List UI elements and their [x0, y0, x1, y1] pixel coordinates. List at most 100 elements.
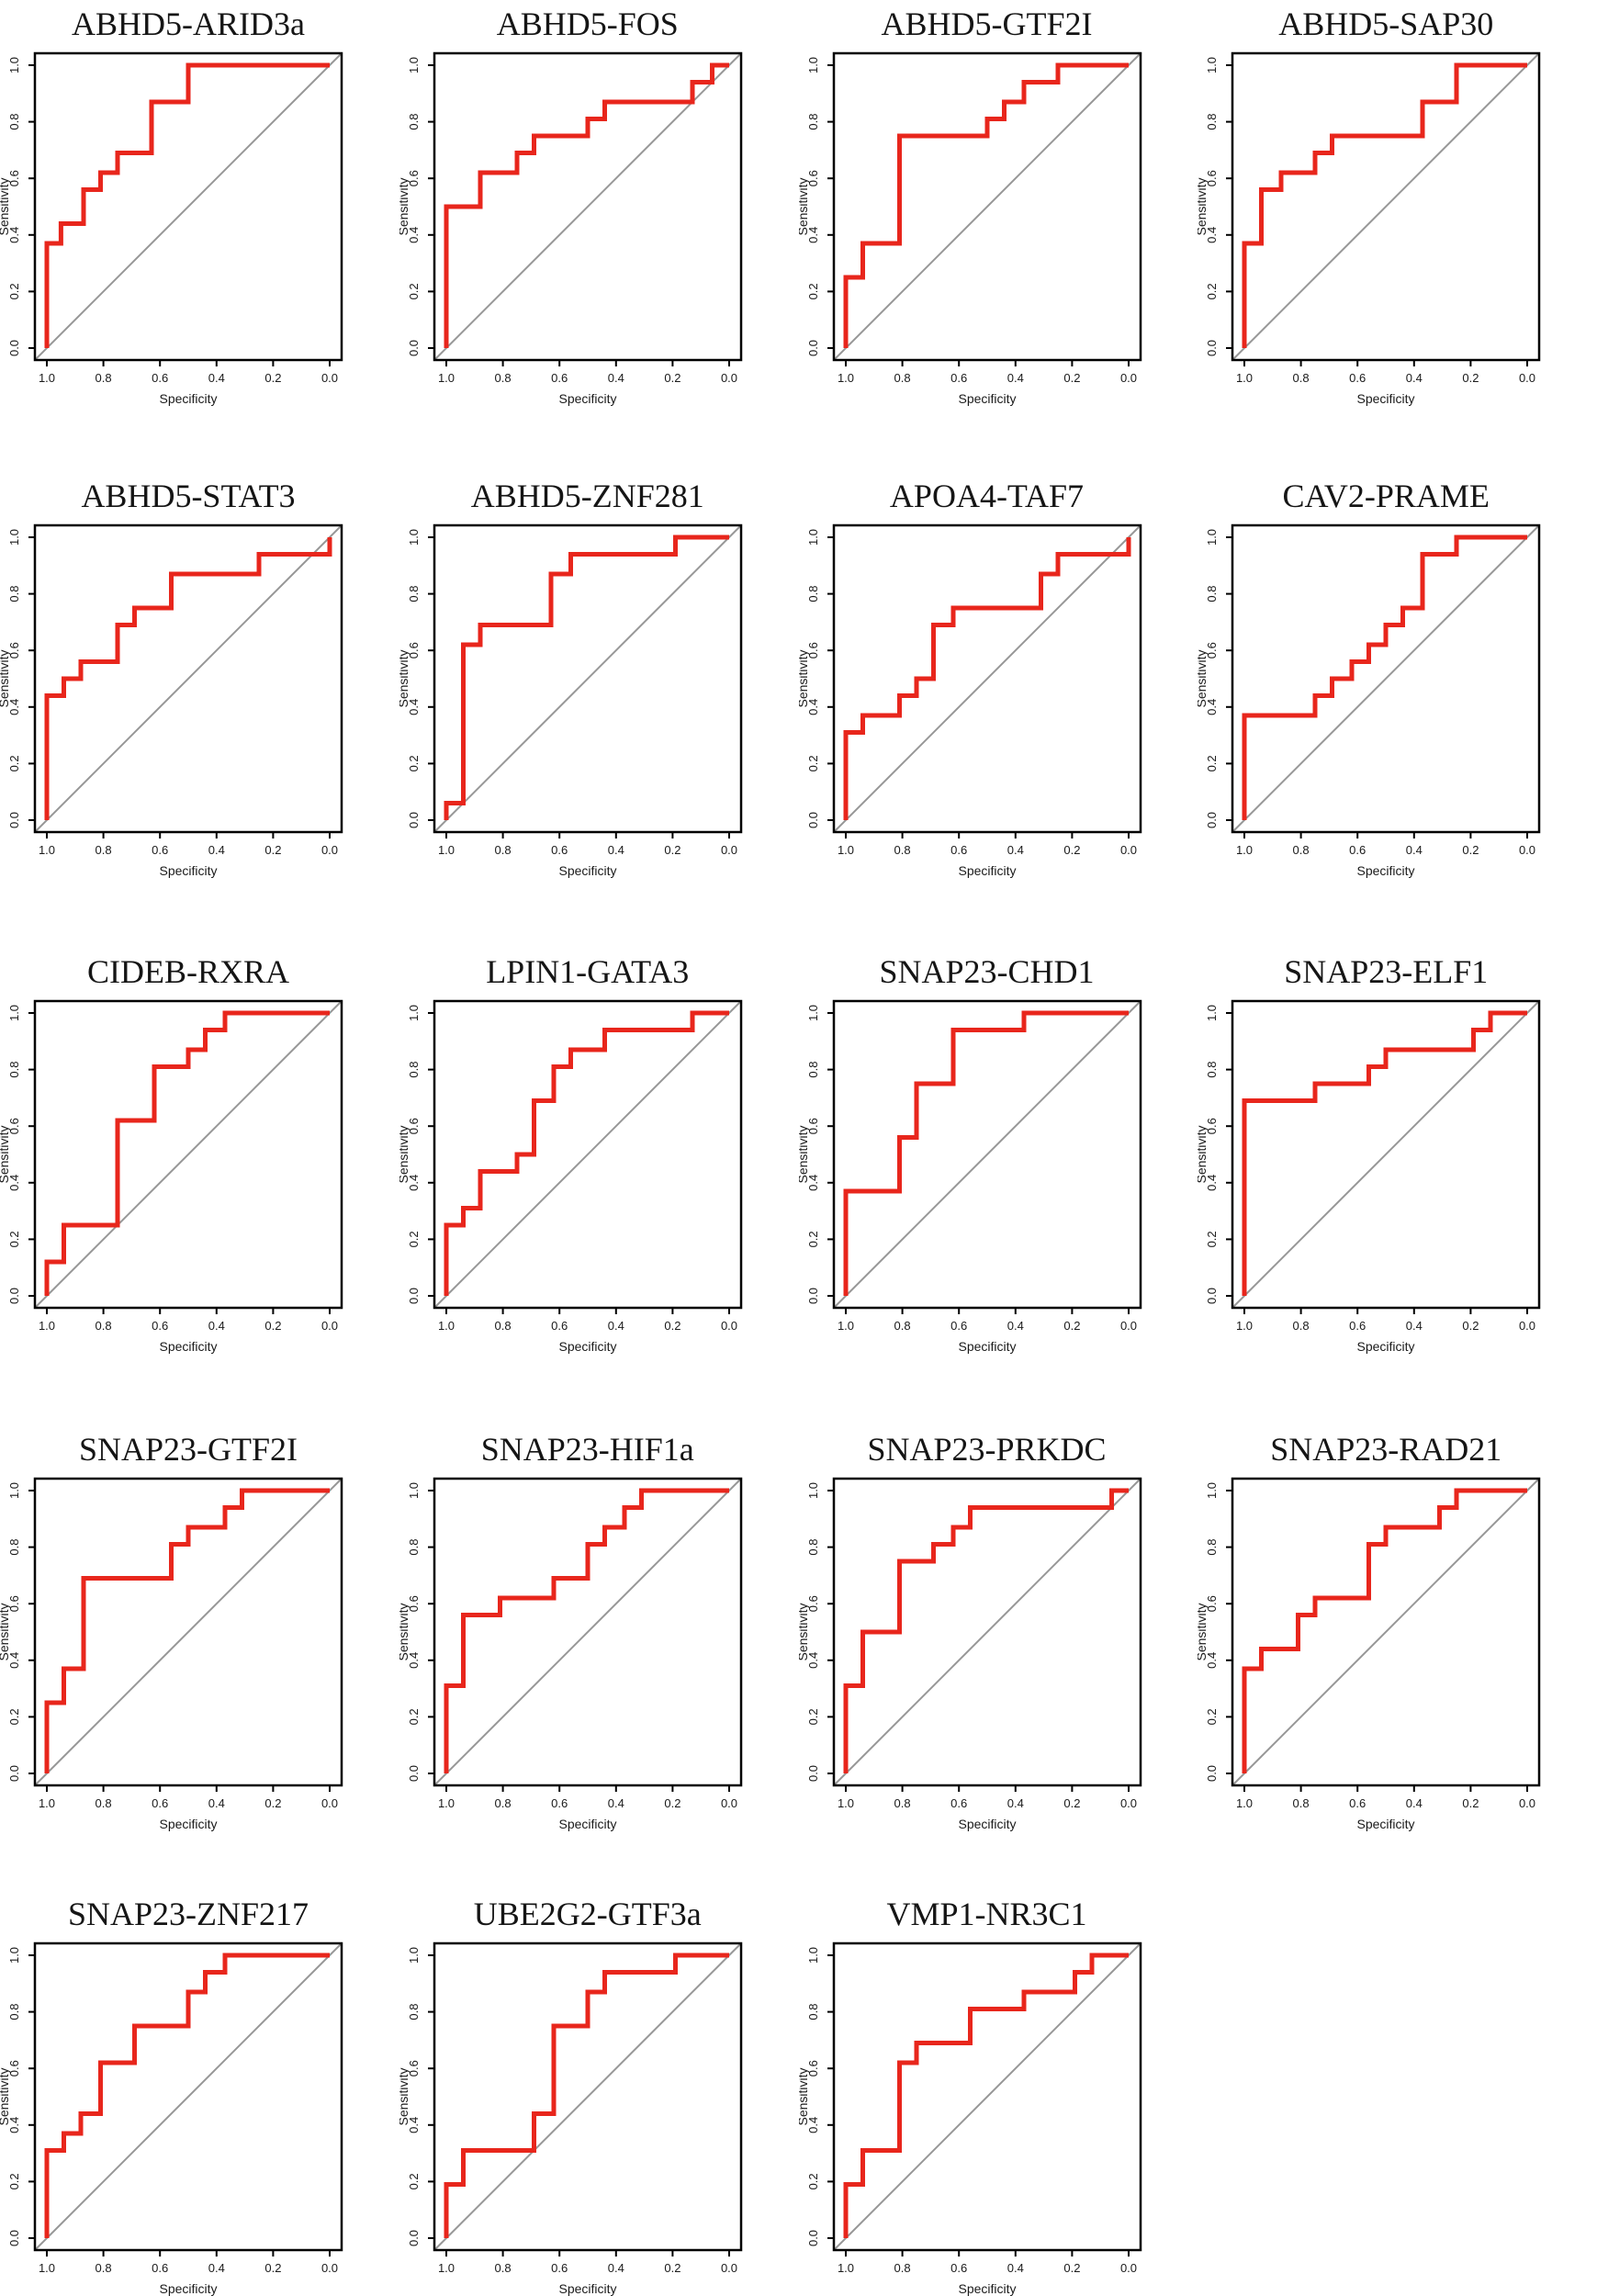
- y-axis-label: Sensitivity: [0, 1603, 11, 1660]
- y-tick-label: 0.4: [7, 2117, 21, 2133]
- roc-chart: 1.0 0.8 0.6 0.4 0.2 0.0 0.0 0.2 0.4 0.6 0.8 1.0 Spec…: [799, 523, 1142, 878]
- y-tick-label: 0.6: [7, 170, 21, 186]
- plot-box: [1231, 999, 1541, 1310]
- y-tick-label: 0.2: [7, 755, 21, 771]
- x-tick-label: 0.6: [1349, 1796, 1366, 1810]
- y-tick-label: 0.2: [407, 1708, 421, 1725]
- y-tick-label: 1.0: [806, 529, 820, 546]
- y-tick-label: 1.0: [7, 1482, 21, 1499]
- diagonal-reference-line: [833, 1479, 1141, 1785]
- x-tick-label: 0.8: [894, 843, 910, 857]
- roc-plot-cell: ABHD5-SAP30 1.0 0.8 0.6 0.4 0.2 0.0 0.0 0.2 0.4 0.…: [1198, 0, 1597, 459]
- roc-chart: 1.0 0.8 0.6 0.4 0.2 0.0 0.0 0.2 0.4 0.6 0.8 1.0 Spec…: [0, 1941, 343, 2296]
- y-axis-label: Sensitivity: [0, 2067, 11, 2125]
- x-tick-label: 0.4: [608, 1319, 624, 1333]
- roc-plot-cell: ABHD5-FOS 1.0 0.8 0.6 0.4 0.2 0.0 0.0 0.2 0.4 0.6 0…: [399, 0, 799, 459]
- x-tick-label: 0.4: [1007, 1319, 1023, 1333]
- y-axis-label: Sensitivity: [399, 1603, 410, 1660]
- roc-plot-cell: SNAP23-CHD1 1.0 0.8 0.6 0.4 0.2 0.0 0.0 0.2 0.4 0.…: [799, 918, 1198, 1378]
- y-tick-label: 0.4: [1205, 1652, 1219, 1669]
- x-tick-label: 0.8: [894, 1796, 910, 1810]
- roc-curve: [44, 1953, 330, 2238]
- x-tick-label: 1.0: [39, 1319, 55, 1333]
- x-tick-label: 0.8: [894, 2261, 910, 2275]
- x-tick-label: 0.2: [664, 371, 680, 385]
- y-tick-label: 0.8: [7, 1539, 21, 1556]
- x-tick-label: 0.4: [1406, 371, 1423, 385]
- y-tick-label: 0.4: [806, 227, 820, 243]
- roc-plot-cell: SNAP23-ZNF217 1.0 0.8 0.6 0.4 0.2 0.0 0.0 0.2 0.4…: [0, 1837, 399, 2296]
- roc-curve: [1242, 535, 1528, 820]
- y-axis-label: Sensitivity: [799, 1125, 810, 1183]
- y-tick-label: 1.0: [1205, 529, 1219, 546]
- x-tick-label: 0.0: [721, 1319, 737, 1333]
- roc-plot-cell: ABHD5-ARID3a 1.0 0.8 0.6 0.4 0.2 0.0 0.0 0.2 0.4 0…: [0, 0, 399, 459]
- x-axis-label: Specificity: [1357, 1339, 1415, 1354]
- x-tick-label: 0.0: [1119, 1319, 1136, 1333]
- x-tick-label: 0.4: [608, 1796, 624, 1810]
- roc-plot-cell: SNAP23-RAD21 1.0 0.8 0.6 0.4 0.2 0.0 0.0 0.2 0.4 0…: [1198, 1378, 1597, 1837]
- y-tick-label: 0.0: [7, 1765, 21, 1782]
- y-tick-label: 0.6: [407, 2060, 421, 2077]
- x-axis-label: Specificity: [159, 1339, 217, 1354]
- plot-box: [433, 1477, 742, 1787]
- y-axis-label: Sensitivity: [799, 1603, 810, 1660]
- y-tick-label: 0.0: [407, 1288, 421, 1304]
- roc-plot-cell: SNAP23-GTF2I 1.0 0.8 0.6 0.4 0.2 0.0 0.0 0.2 0.4 0…: [0, 1378, 399, 1837]
- x-tick-label: 0.6: [152, 1319, 168, 1333]
- y-tick-label: 0.6: [7, 642, 21, 658]
- y-tick-label: 0.4: [806, 2117, 820, 2133]
- y-axis-label: Sensitivity: [0, 649, 11, 707]
- diagonal-reference-line: [35, 1479, 342, 1785]
- y-tick-label: 0.8: [407, 2004, 421, 2020]
- x-tick-label: 0.6: [551, 2261, 568, 2275]
- x-tick-label: 1.0: [438, 2261, 455, 2275]
- y-tick-label: 1.0: [7, 1947, 21, 1964]
- x-axis-label: Specificity: [159, 863, 217, 878]
- y-tick-label: 0.0: [806, 2230, 820, 2246]
- roc-curve: [444, 1488, 729, 1773]
- y-axis-label: Sensitivity: [0, 1125, 11, 1183]
- plot-box: [832, 1477, 1142, 1787]
- y-tick-label: 1.0: [1205, 1005, 1219, 1021]
- y-axis-label: Sensitivity: [799, 177, 810, 235]
- roc-curve: [843, 1010, 1129, 1296]
- x-tick-label: 0.2: [264, 371, 281, 385]
- x-axis-label: Specificity: [1357, 1817, 1415, 1831]
- diagonal-reference-line: [833, 1943, 1141, 2250]
- x-tick-label: 0.2: [1463, 1796, 1479, 1810]
- y-tick-label: 0.4: [407, 1175, 421, 1191]
- y-tick-label: 0.2: [407, 283, 421, 299]
- x-tick-label: 1.0: [837, 1319, 853, 1333]
- x-tick-label: 0.8: [96, 1796, 112, 1810]
- x-tick-label: 0.0: [721, 843, 737, 857]
- diagonal-reference-line: [1232, 525, 1539, 832]
- diagonal-reference-line: [434, 1001, 741, 1308]
- y-tick-label: 0.4: [407, 2117, 421, 2133]
- roc-chart: 1.0 0.8 0.6 0.4 0.2 0.0 0.0 0.2 0.4 0.6 0.8 1.0 Spec…: [399, 999, 742, 1354]
- x-tick-label: 1.0: [39, 371, 55, 385]
- x-tick-label: 0.8: [96, 2261, 112, 2275]
- x-tick-label: 0.8: [894, 1319, 910, 1333]
- y-tick-label: 1.0: [407, 1947, 421, 1964]
- y-tick-label: 0.6: [1205, 642, 1219, 658]
- y-tick-label: 0.8: [1205, 1539, 1219, 1556]
- y-tick-label: 0.8: [7, 114, 21, 130]
- x-tick-label: 0.0: [721, 2261, 737, 2275]
- y-tick-label: 0.0: [806, 812, 820, 828]
- x-tick-label: 0.2: [264, 2261, 281, 2275]
- diagonal-reference-line: [434, 53, 741, 360]
- x-tick-label: 0.0: [1119, 843, 1136, 857]
- plot-title: CIDEB-RXRA: [86, 953, 289, 990]
- y-tick-label: 1.0: [7, 1005, 21, 1021]
- x-axis-label: Specificity: [558, 1817, 616, 1831]
- plot-title: SNAP23-ZNF217: [67, 1896, 309, 1932]
- y-tick-label: 0.4: [1205, 227, 1219, 243]
- x-tick-label: 0.6: [152, 1796, 168, 1810]
- x-tick-label: 0.8: [494, 2261, 511, 2275]
- y-tick-label: 0.6: [7, 2060, 21, 2077]
- y-tick-label: 1.0: [806, 1947, 820, 1964]
- y-tick-label: 0.6: [1205, 170, 1219, 186]
- y-tick-label: 0.4: [407, 699, 421, 715]
- roc-curve: [44, 62, 330, 348]
